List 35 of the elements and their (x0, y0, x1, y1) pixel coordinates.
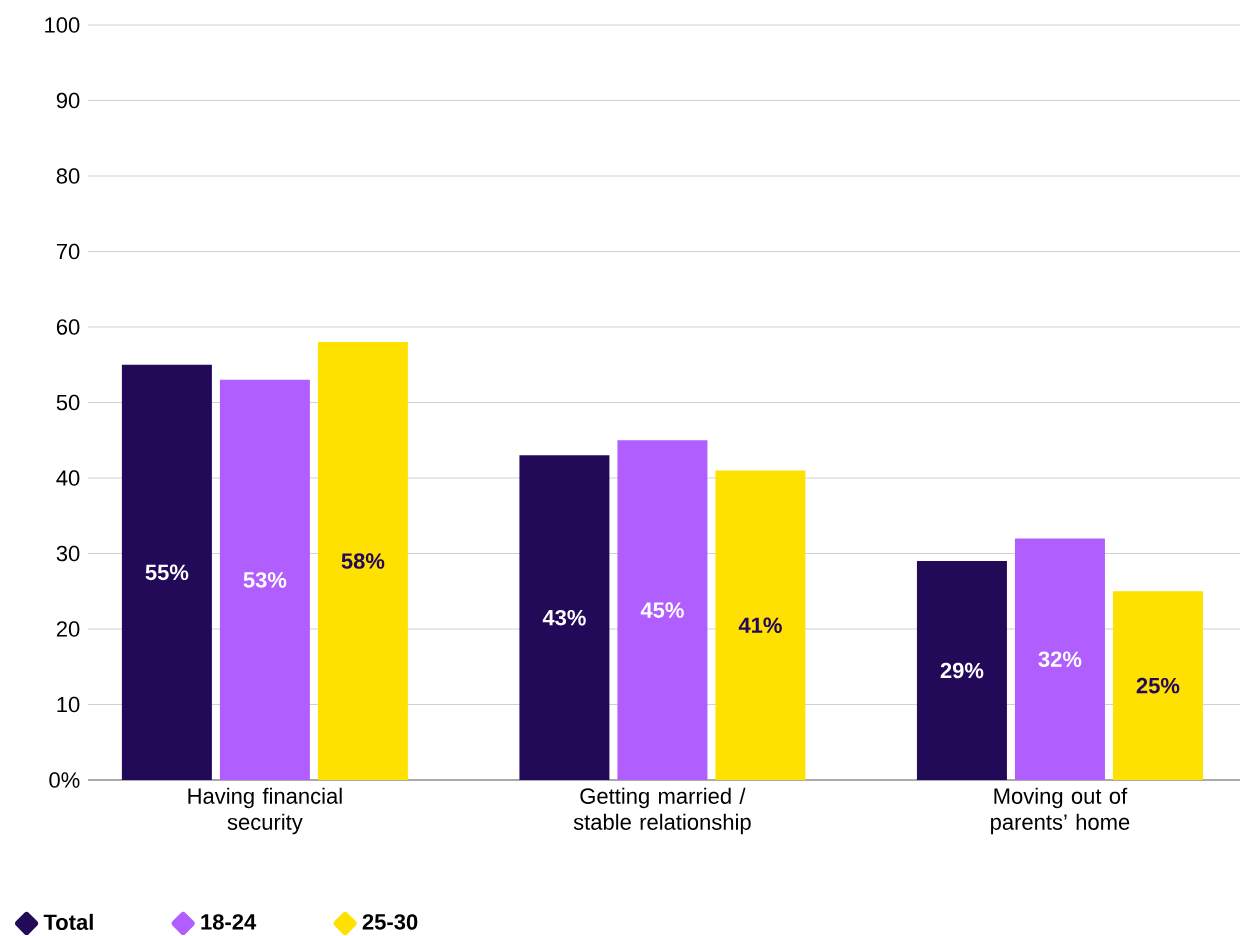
bar (715, 470, 806, 780)
bar (916, 561, 1007, 780)
x-tick-label: Getting married / stable relationship (573, 787, 751, 835)
data-label: 25% (1136, 677, 1180, 694)
legend-label: 25-30 (362, 914, 418, 930)
y-tick-label: 50 (56, 394, 80, 411)
y-tick-label: 100 (45, 17, 80, 33)
legend-label: Total (43, 913, 93, 930)
data-label: 58% (341, 553, 385, 569)
y-tick-label: 20 (56, 621, 80, 637)
y-tick-label: 40 (56, 470, 80, 486)
data-label: 43% (542, 609, 586, 626)
y-tick-label: 90 (56, 92, 80, 109)
y-tick-label: 80 (56, 168, 80, 184)
y-tick-label: 60 (56, 319, 80, 335)
bar (121, 364, 212, 780)
y-tick-label: 10 (57, 696, 80, 713)
x-tick-label: Having financial security (188, 787, 342, 835)
legend-label: 18-24 (201, 914, 257, 930)
y-tick-label: 0% (49, 772, 80, 788)
bar (519, 455, 610, 780)
data-label: 29% (940, 662, 984, 679)
bar (1014, 538, 1105, 780)
data-label: 32% (1038, 651, 1082, 668)
data-label: 53% (243, 572, 287, 588)
y-tick-label: 30 (56, 545, 80, 562)
bar (219, 379, 310, 780)
bar (1112, 591, 1203, 780)
data-label: 55% (145, 564, 189, 581)
data-label: 45% (640, 602, 684, 618)
data-label: 41% (738, 617, 782, 633)
y-tick-label: 70 (56, 243, 80, 260)
bar (617, 440, 708, 780)
x-tick-label: Moving out of parents’ home (991, 787, 1130, 835)
bar (317, 342, 408, 780)
